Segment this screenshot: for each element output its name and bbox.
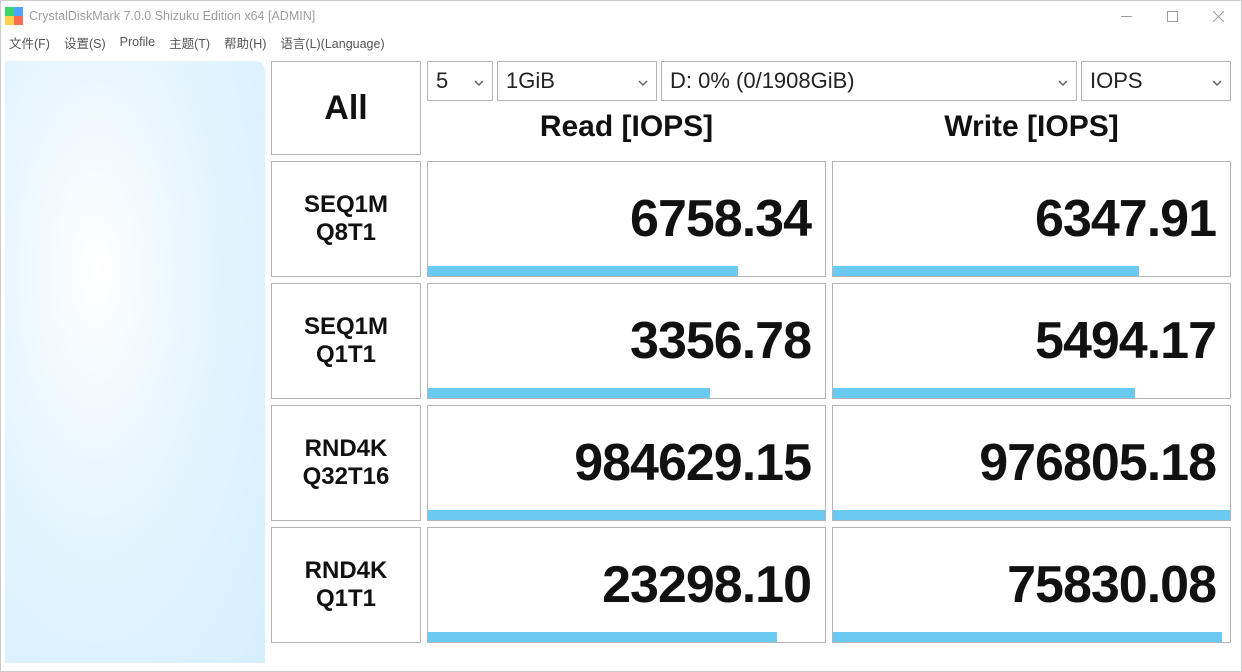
chevron-down-icon	[1058, 68, 1068, 94]
benchmark-row: SEQ1MQ8T1 6758.34 6347.91	[271, 161, 1231, 277]
chevron-down-icon	[474, 68, 484, 94]
menu-file[interactable]: 文件(F)	[9, 33, 50, 52]
progress-bar	[833, 266, 1139, 276]
minimize-button[interactable]	[1103, 1, 1149, 31]
metric-select[interactable]: IOPS	[1081, 61, 1231, 101]
chevron-down-icon	[1212, 68, 1222, 94]
mascot-image	[5, 61, 265, 663]
minimize-icon	[1121, 11, 1132, 22]
test-count-value: 5	[436, 68, 448, 94]
test-label-line2: Q1T1	[316, 585, 376, 613]
metric-value: IOPS	[1090, 68, 1143, 94]
run-test-button[interactable]: SEQ1MQ8T1	[271, 161, 421, 277]
close-icon	[1213, 11, 1224, 22]
progress-bar	[428, 388, 710, 398]
read-value-cell: 984629.15	[427, 405, 826, 521]
controls-right: 5 1GiB D: 0% (0/1908GiB) IOPS	[427, 61, 1231, 155]
write-value: 75830.08	[1007, 555, 1216, 615]
read-value: 23298.10	[602, 555, 811, 615]
test-size-value: 1GiB	[506, 68, 555, 94]
window-controls	[1103, 1, 1241, 31]
write-value-cell: 976805.18	[832, 405, 1231, 521]
run-test-button[interactable]: RND4KQ32T16	[271, 405, 421, 521]
read-value: 6758.34	[630, 189, 811, 249]
selects-row: 5 1GiB D: 0% (0/1908GiB) IOPS	[427, 61, 1231, 101]
write-column-header: Write [IOPS]	[832, 103, 1231, 151]
write-value: 5494.17	[1035, 311, 1216, 371]
progress-bar	[428, 510, 825, 520]
column-headers: Read [IOPS] Write [IOPS]	[427, 103, 1231, 151]
drive-value: D: 0% (0/1908GiB)	[670, 68, 855, 94]
test-label-line1: RND4K	[305, 435, 388, 463]
chevron-down-icon	[638, 68, 648, 94]
window-title: CrystalDiskMark 7.0.0 Shizuku Edition x6…	[29, 9, 1103, 23]
read-column-header: Read [IOPS]	[427, 103, 826, 151]
read-value: 984629.15	[574, 433, 811, 493]
run-test-button[interactable]: SEQ1MQ1T1	[271, 283, 421, 399]
test-count-select[interactable]: 5	[427, 61, 493, 101]
test-label-line2: Q8T1	[316, 219, 376, 247]
progress-bar	[833, 632, 1222, 642]
benchmark-row: SEQ1MQ1T1 3356.78 5494.17	[271, 283, 1231, 399]
read-value-cell: 6758.34	[427, 161, 826, 277]
menu-profile[interactable]: Profile	[120, 35, 155, 49]
test-label-line2: Q32T16	[303, 463, 390, 491]
test-size-select[interactable]: 1GiB	[497, 61, 657, 101]
test-label-line2: Q1T1	[316, 341, 376, 369]
content-area: All 5 1GiB D: 0% (0/1908GiB)	[1, 53, 1241, 671]
value-cells: 23298.10 75830.08	[427, 527, 1231, 643]
controls-row: All 5 1GiB D: 0% (0/1908GiB)	[271, 61, 1231, 155]
data-rows: SEQ1MQ8T16758.346347.91SEQ1MQ1T13356.785…	[271, 161, 1231, 663]
test-label-line1: SEQ1M	[304, 313, 388, 341]
drive-select[interactable]: D: 0% (0/1908GiB)	[661, 61, 1077, 101]
write-value: 976805.18	[979, 433, 1216, 493]
app-icon	[5, 7, 23, 25]
run-all-button[interactable]: All	[271, 61, 421, 155]
menu-theme[interactable]: 主题(T)	[169, 33, 210, 52]
menu-language[interactable]: 语言(L)(Language)	[280, 33, 384, 52]
progress-bar	[428, 266, 738, 276]
value-cells: 984629.15 976805.18	[427, 405, 1231, 521]
benchmark-row: RND4KQ1T1 23298.10 75830.08	[271, 527, 1231, 643]
read-value-cell: 3356.78	[427, 283, 826, 399]
maximize-button[interactable]	[1149, 1, 1195, 31]
progress-bar	[428, 632, 777, 642]
progress-bar	[833, 388, 1135, 398]
menu-bar: 文件(F) 设置(S) Profile 主题(T) 帮助(H) 语言(L)(La…	[1, 31, 1241, 53]
test-label-line1: RND4K	[305, 557, 388, 585]
write-value: 6347.91	[1035, 189, 1216, 249]
app-window: CrystalDiskMark 7.0.0 Shizuku Edition x6…	[0, 0, 1242, 672]
value-cells: 3356.78 5494.17	[427, 283, 1231, 399]
menu-settings[interactable]: 设置(S)	[64, 33, 106, 52]
read-value: 3356.78	[630, 311, 811, 371]
benchmark-grid: All 5 1GiB D: 0% (0/1908GiB)	[271, 61, 1231, 663]
benchmark-row: RND4KQ32T16 984629.15 976805.18	[271, 405, 1231, 521]
maximize-icon	[1167, 11, 1178, 22]
test-label-line1: SEQ1M	[304, 191, 388, 219]
write-value-cell: 6347.91	[832, 161, 1231, 277]
progress-bar	[833, 510, 1230, 520]
write-value-cell: 75830.08	[832, 527, 1231, 643]
read-value-cell: 23298.10	[427, 527, 826, 643]
write-value-cell: 5494.17	[832, 283, 1231, 399]
run-test-button[interactable]: RND4KQ1T1	[271, 527, 421, 643]
close-button[interactable]	[1195, 1, 1241, 31]
value-cells: 6758.34 6347.91	[427, 161, 1231, 277]
menu-help[interactable]: 帮助(H)	[224, 33, 266, 52]
title-bar: CrystalDiskMark 7.0.0 Shizuku Edition x6…	[1, 1, 1241, 31]
